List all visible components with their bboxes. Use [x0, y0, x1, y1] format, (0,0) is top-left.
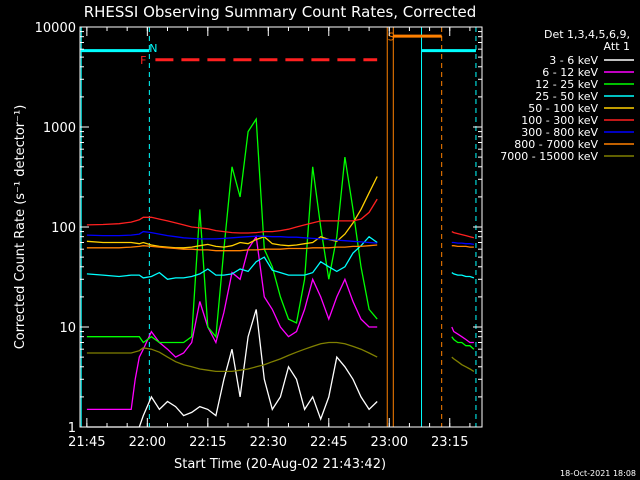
legend-label-0: 3 - 6 keV [549, 54, 598, 67]
series-line-12 [451, 336, 475, 350]
legend-label-3: 25 - 50 keV [535, 90, 598, 103]
annotation-0: F [140, 54, 146, 67]
legend-label-1: 6 - 12 keV [542, 66, 598, 79]
x-axis-label: Start Time (20-Aug-02 21:43:42) [174, 457, 386, 472]
series-line-6 [86, 230, 378, 244]
y-tick-label: 100 [51, 221, 76, 236]
series-line-13 [451, 272, 475, 279]
y-tick-label: 1000 [43, 121, 76, 136]
x-axis: 21:45 22:00 22:15 22:30 22:45 23:00 23:15 [68, 27, 471, 450]
series-line-5 [86, 198, 378, 234]
legend-label-2: 12 - 25 keV [535, 78, 598, 91]
x-tick-label: 22:00 [129, 435, 166, 450]
y-tick-label: 10000 [35, 21, 76, 36]
series-line-11 [451, 245, 474, 248]
y-tick-label: 10 [59, 321, 76, 336]
annotation-1: N [149, 42, 157, 55]
x-tick-label: 22:15 [189, 435, 226, 450]
series-line-1 [86, 234, 378, 411]
series-line-4 [86, 176, 378, 249]
series-line-9 [451, 231, 475, 239]
plot-area: FN S [79, 26, 483, 428]
legend-label-8: 7000 - 15000 keV [500, 150, 598, 163]
series-line-8 [86, 341, 378, 373]
legend-label-6: 300 - 800 keV [521, 126, 598, 139]
series-line-14 [451, 356, 475, 372]
legend-label-4: 50 - 100 keV [528, 102, 598, 115]
series-line-3 [86, 235, 378, 280]
x-tick-label: 22:30 [250, 435, 287, 450]
chart-title: RHESSI Observing Summary Count Rates, Co… [84, 3, 477, 21]
series-line-7 [86, 244, 378, 252]
legend-label-5: 100 - 300 keV [521, 114, 598, 127]
y-axis: 1 10 100 1000 10000 [35, 21, 482, 436]
series-line-10 [451, 241, 475, 246]
x-tick-label: 23:15 [431, 435, 468, 450]
y-tick-label: 1 [68, 421, 76, 436]
series-line-15 [451, 326, 474, 344]
legend-title-line-2: Att 1 [604, 40, 630, 53]
date-stamp: 18-Oct-2021 18:08 [560, 469, 636, 478]
series-line-2 [86, 117, 378, 344]
legend-label-7: 800 - 7000 keV [514, 138, 598, 151]
x-tick-label: 23:00 [371, 435, 408, 450]
annotation-2: S [388, 31, 395, 44]
x-tick-label: 21:45 [68, 435, 105, 450]
x-tick-label: 22:45 [310, 435, 347, 450]
series-line-0 [86, 309, 378, 428]
y-axis-label: Corrected Count Rate (s⁻¹ detector⁻¹) [13, 105, 28, 350]
legend-title-line-1: Det 1,3,4,5,6,9, [544, 28, 630, 41]
